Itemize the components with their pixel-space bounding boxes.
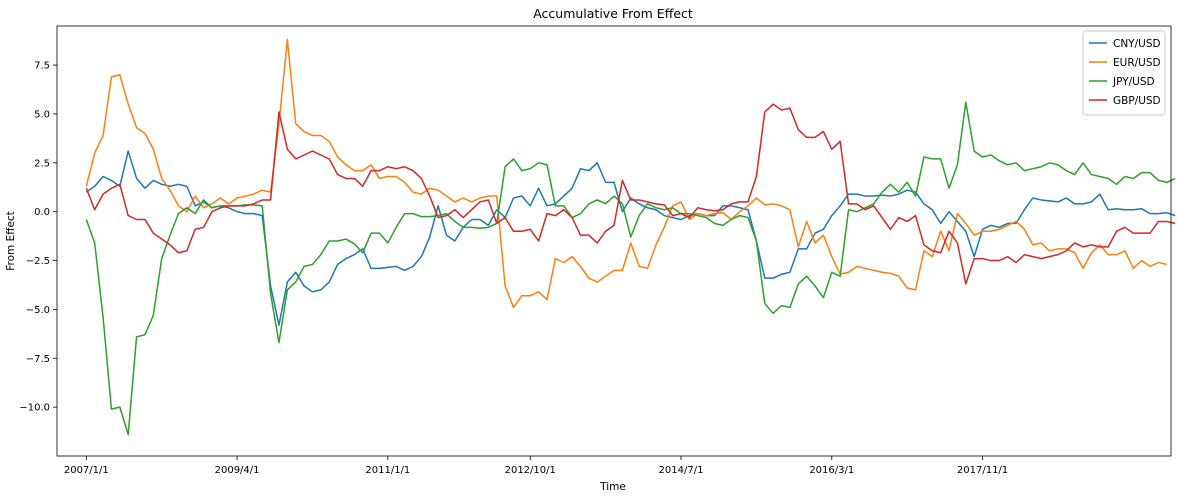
x-tick-label: 2012/10/1 — [505, 465, 556, 476]
y-tick-label: −5.0 — [26, 305, 50, 316]
y-tick-label: 5.0 — [34, 109, 50, 120]
chart-title: Accumulative From Effect — [533, 6, 693, 21]
x-axis-label: Time — [599, 481, 626, 493]
x-tick-label: 2017/11/1 — [957, 465, 1008, 476]
legend-box — [1082, 30, 1166, 116]
series-line-1 — [85, 38, 1167, 309]
y-axis: −10.0 −7.5 −5.0 −2.5 0.0 2.5 5.0 7.5 — [19, 61, 57, 414]
plot-area — [85, 38, 1176, 436]
y-tick-label: 2.5 — [34, 158, 50, 169]
legend-label: GBP/USD — [1113, 95, 1161, 107]
series-line-0 — [85, 150, 1176, 326]
x-tick-label: 2016/3/1 — [809, 465, 854, 476]
legend: CNY/USD EUR/USD JPY/USD GBP/USD — [1082, 30, 1166, 116]
legend-label: JPY/USD — [1112, 76, 1155, 88]
series-line-3 — [85, 103, 1176, 285]
y-axis-label: From Effect — [5, 211, 17, 271]
y-tick-label: 7.5 — [34, 61, 50, 72]
plot-frame — [56, 25, 1172, 457]
x-tick-label: 2011/1/1 — [365, 465, 410, 476]
series-line-2 — [85, 101, 1176, 436]
legend-label: EUR/USD — [1113, 57, 1161, 69]
x-tick-label: 2014/7/1 — [659, 465, 704, 476]
y-tick-label: 0.0 — [34, 207, 50, 218]
x-axis: 2007/1/1 2009/4/1 2011/1/1 2012/10/1 2014/7/… — [64, 456, 1008, 476]
legend-label: CNY/USD — [1113, 38, 1161, 50]
y-tick-label: −10.0 — [19, 403, 50, 414]
y-tick-label: −7.5 — [26, 354, 50, 365]
x-tick-label: 2009/4/1 — [215, 465, 260, 476]
x-tick-label: 2007/1/1 — [64, 465, 109, 476]
y-tick-label: −2.5 — [26, 256, 50, 267]
